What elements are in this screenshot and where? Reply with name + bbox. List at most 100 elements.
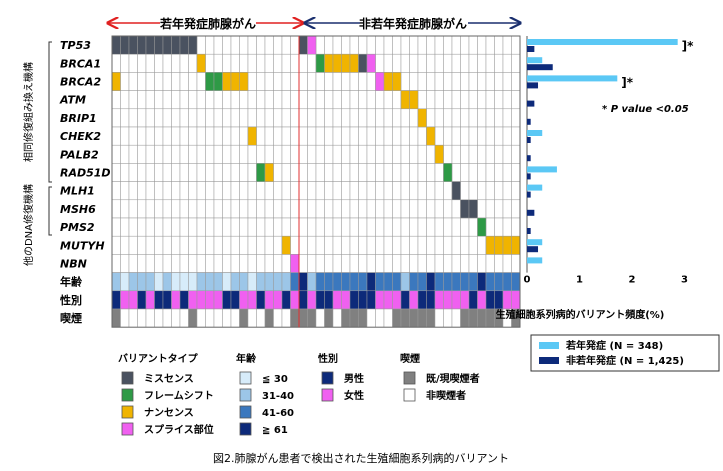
age-cell [392,272,402,292]
grid-cell [154,72,164,91]
grid-cell [179,163,189,182]
grid-cell [213,35,223,55]
grid-cell [332,235,342,255]
grid-cell [409,72,419,91]
age-cell [477,272,487,292]
grid-cell [162,90,172,110]
grid-cell [366,35,376,55]
grid-cell [281,126,291,146]
grid-cell [256,181,266,201]
grid-cell [468,53,478,73]
grid-cell [460,90,470,110]
grid-cell [332,108,342,128]
variant-cell [494,235,504,255]
grid-cell [281,199,291,219]
variant-cell [205,72,215,91]
grid-cell [502,163,512,182]
grid-cell [494,126,504,146]
grid-cell [145,72,155,91]
grid-cell [111,163,121,182]
grid-cell [468,181,478,201]
bar-old-mutyh [527,246,539,253]
grid-cell [366,108,376,128]
grid-cell [349,108,359,128]
grid-cell [434,90,444,110]
grid-cell [494,72,504,91]
grid-cell [426,181,436,201]
variant-cell [256,163,266,182]
grid-cell [230,126,240,146]
grid-cell [409,217,419,237]
grid-cell [247,90,257,110]
sex-cell [171,290,181,310]
variant-cell [111,35,121,55]
grid-cell [137,72,147,91]
grid-cell [171,254,181,273]
grid-cell [307,217,317,237]
grid-cell [315,181,325,201]
grid-cell [468,126,478,146]
grid-cell [171,144,181,164]
grid-cell [324,72,334,91]
grid-cell [256,144,266,164]
grid-cell [477,181,487,201]
grid-cell [179,72,189,91]
grid-cell [409,199,419,219]
age-cell [264,272,274,292]
grid-cell [137,144,147,164]
grid-cell [434,254,444,273]
grid-cell [145,217,155,237]
grid-cell [120,72,130,91]
bar-old-brca1 [527,64,553,71]
grid-cell [222,199,232,219]
grid-cell [264,217,274,237]
variant-cell [349,53,359,73]
grid-cell [443,108,453,128]
grid-cell [511,163,521,182]
grid-cell [383,144,393,164]
grid-cell [366,144,376,164]
grid-cell [154,53,164,73]
sex-cell [298,290,308,310]
grid-cell [400,126,410,146]
significance-marker: ]* [682,39,694,53]
grid-cell [451,126,461,146]
age-cell [366,272,376,292]
grid-cell [128,53,138,73]
age-cell [375,272,385,292]
grid-cell [171,217,181,237]
smoking-cell [341,308,351,328]
grid-cell [281,181,291,201]
young-group-label: 若年発症肺腺がん [159,16,256,31]
grid-cell [298,163,308,182]
bar-x-tick: 2 [629,275,636,286]
grid-cell [324,144,334,164]
grid-cell [392,254,402,273]
grid-cell [273,217,283,237]
smoking-cell [188,308,198,328]
grid-cell [213,254,223,273]
smoking-cell [383,308,393,328]
grid-cell [383,53,393,73]
sex-cell [409,290,419,310]
grid-cell [366,199,376,219]
grid-cell [392,144,402,164]
grid-cell [290,35,300,55]
grid-cell [239,144,249,164]
grid-cell [332,199,342,219]
age-cell [468,272,478,292]
sex-cell [128,290,138,310]
grid-cell [341,163,351,182]
legend-swatch [121,422,134,436]
grid-cell [256,90,266,110]
grid-cell [256,108,266,128]
variant-cell [196,53,206,73]
grid-cell [222,126,232,146]
grid-cell [145,108,155,128]
grid-cell [298,90,308,110]
gene-label-chek2: CHEK2 [60,130,101,143]
grid-cell [443,72,453,91]
grid-cell [511,35,521,55]
grid-cell [494,53,504,73]
variant-cell [171,35,181,55]
